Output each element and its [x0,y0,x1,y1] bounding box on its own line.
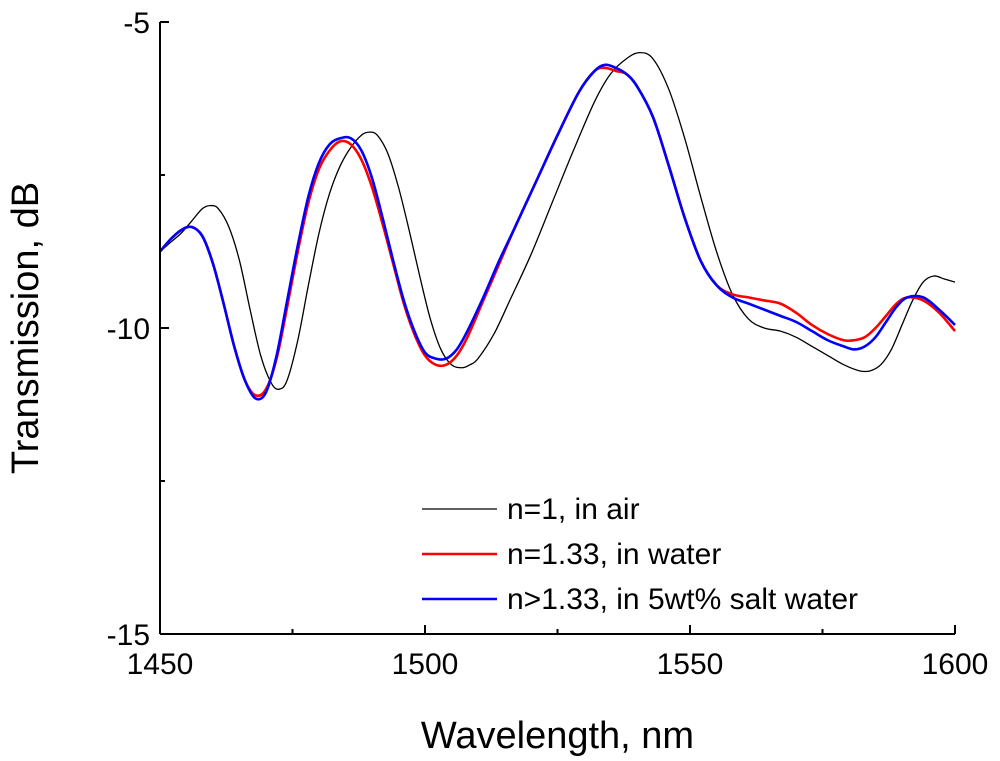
y-tick-label: -10 [107,313,150,346]
series-layer [159,51,956,401]
y-tick-label: -15 [107,619,150,652]
series-line [159,63,956,401]
legend-label: n=1.33, in water [507,538,721,571]
x-tick-label: 1550 [657,648,724,681]
x-tick-label: 1500 [392,648,459,681]
legend-item: n=1.33, in water [422,538,721,571]
ticks-layer: 1450 1500 1550 1600 -5 -10 -15 [107,7,989,681]
x-axis-title: Wavelength, nm [421,715,694,757]
y-axis-title: Transmission, dB [5,182,47,474]
legend: n=1, in air n=1.33, in water n>1.33, in … [422,493,858,616]
y-tick-label: -5 [123,7,150,40]
x-tick-label: 1600 [922,648,989,681]
legend-label: n=1, in air [507,493,640,526]
x-tick-label: 1450 [127,648,194,681]
legend-item: n>1.33, in 5wt% salt water [422,583,858,616]
legend-label: n>1.33, in 5wt% salt water [507,583,858,616]
series-line [159,51,956,390]
legend-item: n=1, in air [422,493,640,526]
